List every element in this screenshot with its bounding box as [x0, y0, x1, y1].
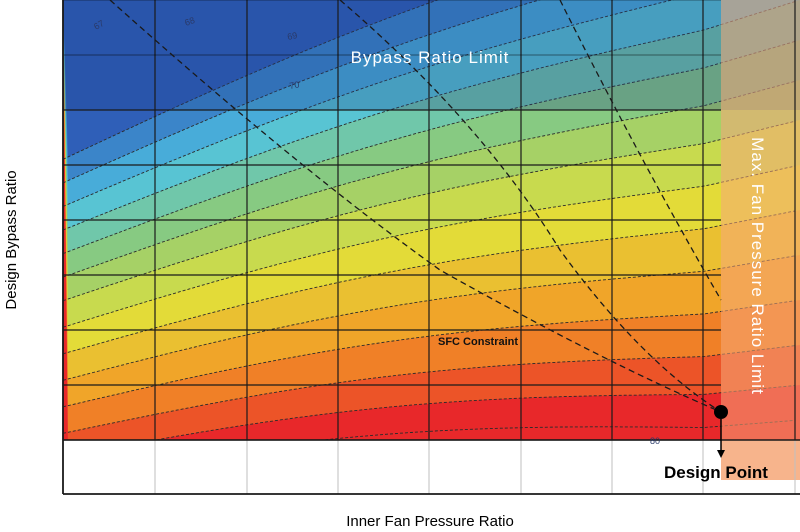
constraint-line-3 — [559, 0, 722, 301]
bypass-limit-region — [63, 0, 800, 110]
contour-label-70: 70 — [289, 79, 301, 91]
bypass-limit-label: Bypass Ratio Limit — [351, 48, 510, 67]
contour-label-69: 69 — [286, 30, 298, 42]
constraint-line-2 — [339, 0, 722, 413]
y-axis-label: Design Bypass Ratio — [3, 170, 20, 309]
design-point-marker — [714, 405, 728, 419]
fan-pressure-limit-region — [721, 0, 800, 480]
contour-label-67: 67 — [92, 18, 106, 32]
fan-pressure-limit-lower — [721, 440, 800, 480]
grid-lines — [62, 0, 800, 495]
design-point-arrow-head — [717, 450, 725, 458]
constraint-lines — [109, 0, 722, 413]
contour-line — [63, 165, 796, 328]
fan-pressure-limit-label: Max. Fan Pressure Ratio Limit — [748, 137, 767, 395]
x-axis-label: Inner Fan Pressure Ratio — [346, 513, 514, 530]
sfc-constraint-label: SFC Constraint — [438, 336, 518, 348]
contour-line — [63, 255, 796, 381]
contour-line — [63, 1, 796, 231]
sfc-constraint-line — [109, 0, 722, 413]
design-point-label: Design Point — [664, 463, 768, 482]
contour-label-68: 68 — [183, 15, 196, 28]
contour-label-80: 80 — [650, 436, 660, 446]
